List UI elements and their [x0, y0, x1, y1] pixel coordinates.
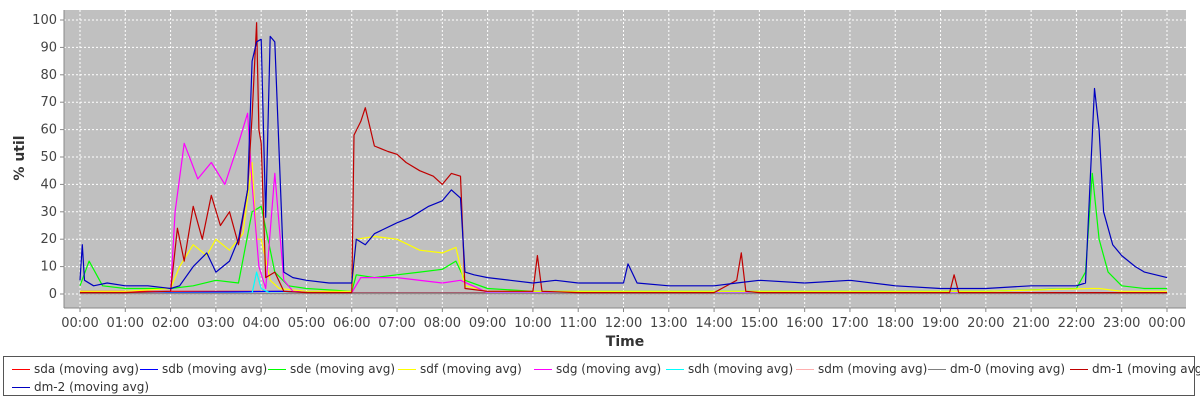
- y-tick-label: 50: [40, 150, 57, 165]
- x-tick-label: 02:00: [152, 316, 189, 331]
- legend: sda (moving avg) sdb (moving avg) sde (mov…: [3, 356, 1200, 396]
- legend-label: sda (moving avg): [34, 362, 139, 376]
- x-tick-label: 04:00: [242, 316, 279, 331]
- legend-label: dm-0 (moving avg): [950, 362, 1066, 376]
- y-ticks: 0 10 20 30 40 50 60 70 80 90 100: [32, 13, 64, 302]
- x-tick-label: 14:00: [695, 316, 732, 331]
- x-tick-label: 12:00: [605, 316, 642, 331]
- series-line-9: [79, 35, 1168, 290]
- y-tick-label: 60: [40, 123, 57, 138]
- axes: [63, 10, 1186, 309]
- legend-item: dm-0 (moving avg): [928, 361, 1065, 377]
- y-axis-title: % util: [12, 135, 28, 180]
- legend-swatch: [666, 368, 684, 370]
- legend-swatch: [398, 368, 416, 370]
- x-tick-label: 13:00: [650, 316, 687, 331]
- legend-label: sdg (moving avg): [556, 362, 662, 376]
- series-line-8: [80, 22, 1167, 294]
- x-tick-label: 06:00: [333, 316, 370, 331]
- x-tick-label: 09:00: [469, 316, 506, 331]
- legend-swatch: [12, 386, 30, 388]
- grid: [64, 10, 1186, 308]
- x-tick-label: 19:00: [922, 316, 959, 331]
- plot-background: [64, 10, 1186, 308]
- x-tick-label: 21:00: [1012, 316, 1049, 331]
- legend-swatch: [534, 368, 552, 370]
- y-tick-label: 100: [32, 13, 57, 28]
- legend-item: dm-1 (moving avg): [1070, 361, 1200, 377]
- y-tick-label: 10: [40, 260, 57, 275]
- legend-label: sdb (moving avg): [162, 362, 268, 376]
- legend-swatch: [268, 368, 286, 370]
- x-tick-label: 22:00: [1058, 316, 1095, 331]
- legend-swatch: [140, 368, 158, 370]
- x-tick-label: 10:00: [514, 316, 551, 331]
- legend-item: sde (moving avg): [268, 361, 395, 377]
- legend-label: dm-1 (moving avg): [1092, 362, 1200, 376]
- x-tick-label: 00:00: [61, 316, 98, 331]
- x-tick-label: 07:00: [378, 316, 415, 331]
- x-ticks: 00:00 01:00 02:00 03:00 04:00 05:00 06:00 07:00…: [61, 308, 1186, 331]
- legend-item: sda (moving avg): [12, 361, 139, 377]
- y-tick-label: 30: [40, 205, 57, 220]
- x-tick-label: 16:00: [786, 316, 823, 331]
- y-tick-label: 0: [49, 287, 57, 302]
- x-tick-label: 20:00: [967, 316, 1004, 331]
- legend-item: sdh (moving avg): [666, 361, 793, 377]
- legend-item: sdm (moving avg): [796, 361, 927, 377]
- x-tick-label: 01:00: [107, 316, 144, 331]
- y-tick-label: 90: [40, 40, 57, 55]
- x-tick-label: 08:00: [424, 316, 461, 331]
- legend-label: sdm (moving avg): [818, 362, 928, 376]
- legend-label: dm-2 (moving avg): [34, 380, 150, 394]
- legend-swatch: [928, 368, 946, 370]
- legend-swatch: [12, 368, 30, 370]
- legend-item: sdb (moving avg): [140, 361, 267, 377]
- y-tick-label: 40: [40, 177, 57, 192]
- x-tick-label: 05:00: [288, 316, 325, 331]
- legend-item: dm-2 (moving avg): [12, 379, 149, 395]
- y-tick-label: 80: [40, 68, 57, 83]
- legend-swatch: [796, 368, 814, 370]
- x-tick-label: 15:00: [741, 316, 778, 331]
- x-tick-label: 00:00: [1148, 316, 1185, 331]
- x-tick-label: 23:00: [1103, 316, 1140, 331]
- x-tick-label: 18:00: [877, 316, 914, 331]
- legend-label: sde (moving avg): [290, 362, 396, 376]
- series-line-4: [80, 112, 1167, 294]
- y-tick-label: 20: [40, 232, 57, 247]
- legend-label: sdf (moving avg): [420, 362, 522, 376]
- legend-swatch: [1070, 368, 1088, 370]
- legend-label: sdh (moving avg): [688, 362, 794, 376]
- y-tick-label: 70: [40, 95, 57, 110]
- legend-item: sdf (moving avg): [398, 361, 522, 377]
- series-lines: [79, 22, 1168, 295]
- legend-item: sdg (moving avg): [534, 361, 661, 377]
- x-tick-label: 03:00: [197, 316, 234, 331]
- x-axis-title: Time: [606, 334, 644, 350]
- x-tick-label: 17:00: [831, 316, 868, 331]
- x-tick-label: 11:00: [559, 316, 596, 331]
